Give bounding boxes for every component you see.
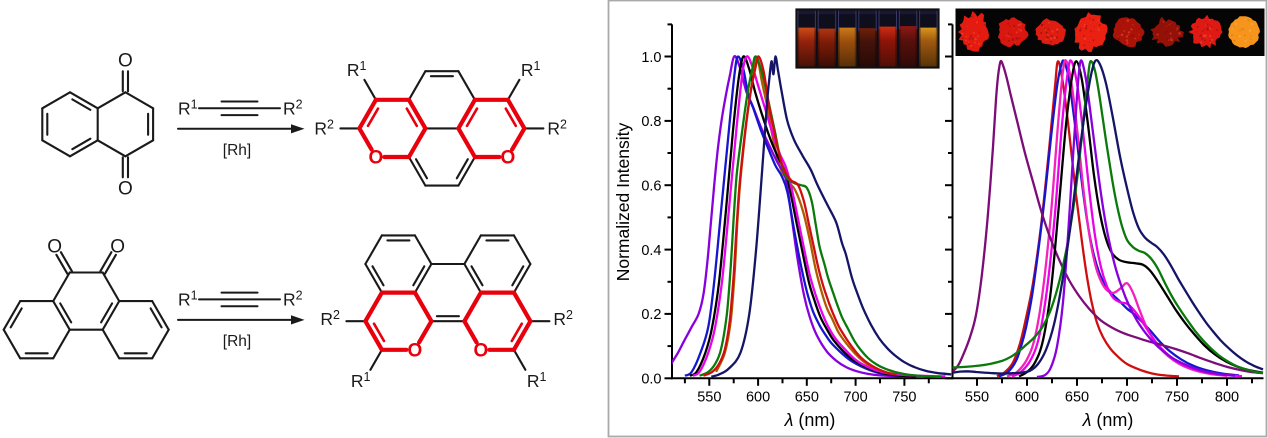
svg-text:0.4: 0.4 [641, 243, 661, 259]
svg-text:[Rh]: [Rh] [223, 333, 251, 350]
svg-text:Normalized Intensity: Normalized Intensity [613, 122, 633, 281]
svg-text:O: O [408, 340, 423, 361]
svg-text:O: O [501, 148, 516, 169]
svg-text:0.6: 0.6 [641, 179, 661, 195]
svg-text:0.8: 0.8 [641, 114, 661, 130]
svg-text:600: 600 [1015, 389, 1039, 405]
svg-text:550: 550 [697, 389, 721, 405]
svg-text:0.2: 0.2 [641, 307, 661, 323]
svg-text:[Rh]: [Rh] [223, 142, 251, 159]
svg-text:600: 600 [746, 389, 770, 405]
svg-text:1.0: 1.0 [641, 50, 661, 66]
svg-text:700: 700 [843, 389, 867, 405]
svg-text:800: 800 [1215, 389, 1239, 405]
svg-text:550: 550 [965, 389, 989, 405]
svg-text:O: O [110, 237, 125, 258]
svg-text:750: 750 [1165, 389, 1189, 405]
svg-text:650: 650 [795, 389, 819, 405]
svg-text:λ (nm): λ (nm) [784, 410, 836, 430]
svg-text:O: O [369, 148, 384, 169]
svg-text:750: 750 [892, 389, 916, 405]
svg-text:O: O [118, 50, 133, 71]
svg-text:0.0: 0.0 [641, 372, 661, 388]
svg-text:700: 700 [1115, 389, 1139, 405]
svg-text:O: O [47, 237, 62, 258]
svg-text:λ (nm): λ (nm) [1082, 410, 1134, 430]
svg-text:650: 650 [1065, 389, 1089, 405]
svg-text:O: O [118, 178, 133, 199]
svg-text:O: O [474, 340, 489, 361]
